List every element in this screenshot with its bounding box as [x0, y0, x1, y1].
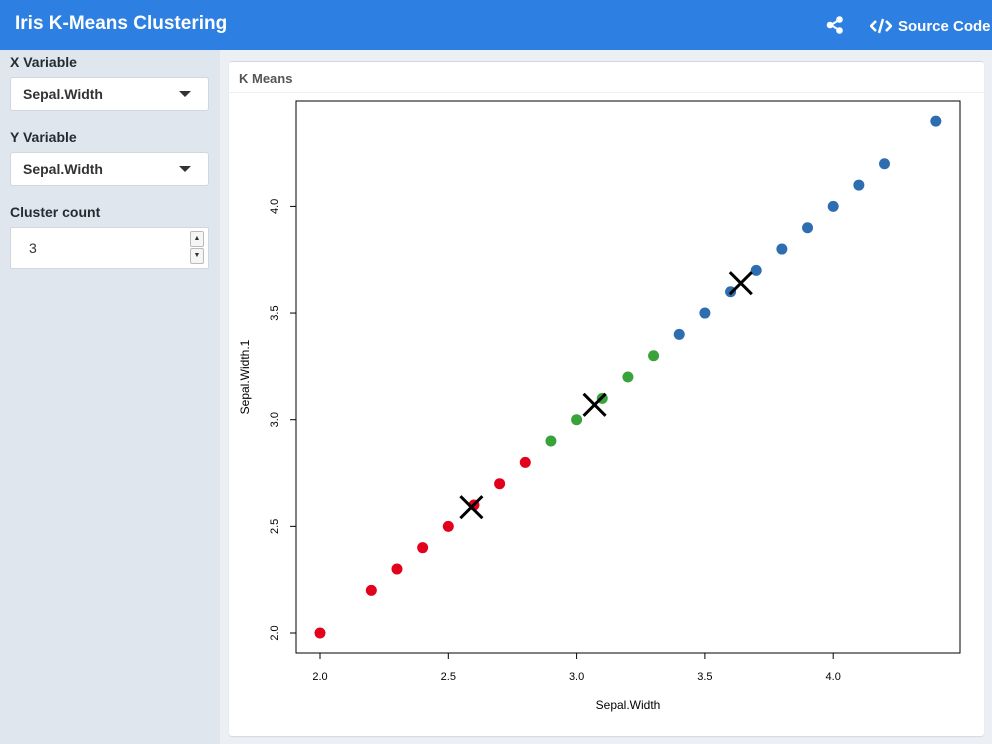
data-point — [622, 371, 634, 383]
data-point — [699, 307, 711, 319]
data-point — [494, 478, 506, 490]
cluster-center-marker — [582, 392, 607, 417]
data-point — [391, 563, 403, 575]
sidebar: X Variable Sepal.Width Y Variable Sepal.… — [0, 50, 220, 744]
y-tick-label: 2.0 — [269, 625, 281, 640]
y-tick-label: 4.0 — [269, 199, 281, 214]
y-tick-label: 3.0 — [269, 412, 281, 427]
code-icon — [870, 18, 892, 34]
panel-title: K Means — [239, 71, 293, 86]
share-icon — [826, 16, 843, 34]
data-point — [673, 328, 685, 340]
x-tick-label: 3.0 — [569, 671, 584, 683]
x-tick-label: 4.0 — [826, 671, 841, 683]
data-point — [879, 158, 891, 170]
cluster-count-value: 3 — [29, 240, 37, 256]
cluster-center-marker — [459, 495, 484, 520]
data-point — [571, 414, 583, 426]
data-point — [776, 243, 788, 255]
source-code-button[interactable]: Source Code — [870, 14, 991, 38]
x-axis-label: Sepal.Width — [596, 698, 661, 712]
y-tick-label: 2.5 — [269, 519, 281, 534]
kmeans-scatter-plot: 2.0 2.5 3.0 3.5 4.0 2.0 2.5 3.0 3.5 4.0 Sepal.Wi… — [238, 100, 961, 712]
share-button[interactable] — [822, 12, 848, 38]
increment-button[interactable]: ▲ — [190, 231, 204, 247]
data-point — [930, 115, 942, 127]
data-point — [827, 200, 839, 212]
cluster-count-input[interactable]: 3 ▲ ▼ — [10, 227, 209, 269]
cluster-centers — [459, 271, 753, 520]
data-point — [417, 542, 429, 554]
x-tick-label: 3.5 — [697, 671, 712, 683]
data-point — [442, 520, 454, 532]
data-point — [853, 179, 865, 191]
data-point — [314, 627, 326, 639]
y-variable-select[interactable]: Sepal.Width — [10, 152, 209, 186]
x-variable-value: Sepal.Width — [23, 86, 103, 102]
app-title: Iris K-Means Clustering — [15, 13, 228, 34]
data-points — [314, 115, 942, 639]
x-variable-select[interactable]: Sepal.Width — [10, 77, 209, 111]
data-point — [648, 350, 660, 362]
x-variable-label: X Variable — [10, 54, 77, 70]
y-variable-label: Y Variable — [10, 129, 77, 145]
caret-down-icon — [179, 91, 191, 97]
y-axis: 2.0 2.5 3.0 3.5 4.0 — [269, 199, 297, 641]
cluster-center-marker — [728, 271, 753, 296]
x-tick-label: 2.0 — [312, 671, 327, 683]
panel-header: K Means — [229, 62, 984, 93]
decrement-button[interactable]: ▼ — [190, 248, 204, 264]
data-point — [365, 584, 377, 596]
cluster-count-label: Cluster count — [10, 204, 101, 220]
data-point — [519, 456, 531, 468]
x-axis: 2.0 2.5 3.0 3.5 4.0 — [312, 652, 841, 683]
data-point — [750, 264, 762, 276]
top-bar: Iris K-Means Clustering Source Code — [0, 0, 992, 50]
data-point — [802, 222, 814, 234]
data-point — [545, 435, 557, 447]
y-tick-label: 3.5 — [269, 305, 281, 320]
y-variable-value: Sepal.Width — [23, 161, 103, 177]
x-tick-label: 2.5 — [441, 671, 456, 683]
y-axis-label: Sepal.Width.1 — [238, 339, 252, 414]
caret-down-icon — [179, 166, 191, 172]
source-code-label: Source Code — [898, 17, 991, 35]
